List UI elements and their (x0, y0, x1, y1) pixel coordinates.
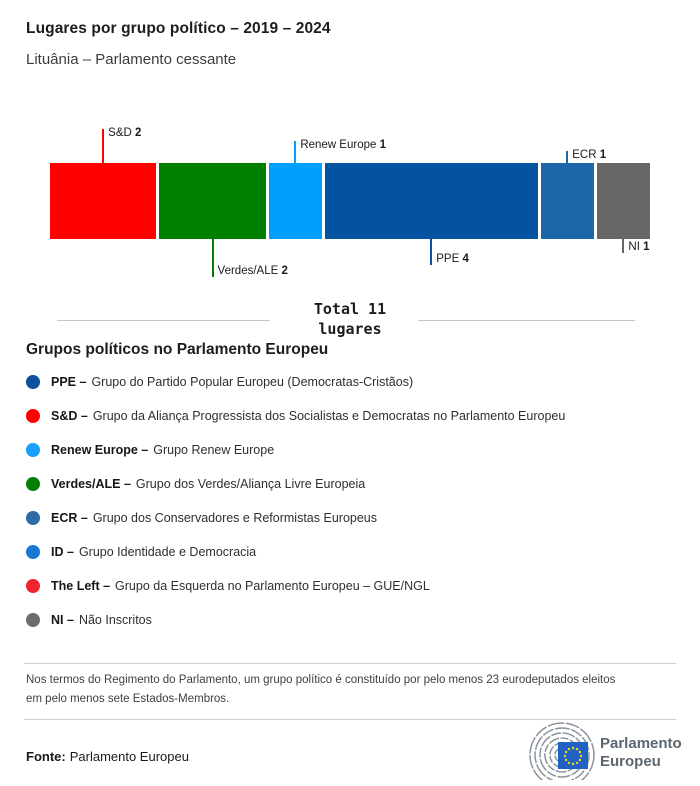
segment-label-value: 1 (379, 139, 386, 151)
segment-label-name: S&D (108, 127, 136, 139)
legend-item-text: The Left – Grupo da Esquerda no Parlament… (51, 578, 430, 594)
segment-label-NI: NI 1 (628, 240, 649, 254)
legend-color-dot-ppe (26, 375, 40, 389)
total-label-line2: lugares (318, 320, 382, 338)
footer-divider-bottom (24, 719, 676, 720)
total-label: Total 11 lugares (250, 299, 450, 339)
segment-label-value: 4 (462, 253, 469, 265)
segment-label-Renew Europe: Renew Europe 1 (300, 138, 386, 152)
legend-color-dot-sd (26, 409, 40, 423)
legend-color-dot-id (26, 545, 40, 559)
legend-color-dot-verdes (26, 477, 40, 491)
legend-item-text: S&D – Grupo da Aliança Progressista dos S… (51, 408, 565, 424)
segment-label-value: 1 (599, 149, 607, 161)
total-divider-left (57, 320, 270, 321)
legend-item-desc: Grupo do Partido Popular Europeu (Democr… (91, 375, 414, 389)
legend-item-text: PPE – Grupo do Partido Popular Europeu (D… (51, 374, 413, 390)
legend-row-ni: NI – Não Inscritos (26, 603, 676, 637)
legend-row-sd: S&D – Grupo da Aliança Progressista dos S… (26, 399, 676, 433)
footer-divider-top (24, 663, 676, 664)
legend-row-ecr: ECR – Grupo dos Conservadores e Reformist… (26, 501, 676, 535)
legend-item-text: Renew Europe – Grupo Renew Europe (51, 442, 274, 458)
bar-segment-NI[interactable] (596, 163, 650, 239)
legend: PPE – Grupo do Partido Popular Europeu (D… (26, 365, 676, 637)
legend-color-dot-renew (26, 443, 40, 457)
ep-logo[interactable]: Parlamento Europeu (522, 722, 682, 780)
callout-tick-Renew Europe (294, 141, 297, 163)
legend-item-text: NI – Não Inscritos (51, 612, 152, 628)
footnote: Nos termos do Regimento do Parlamento, u… (26, 671, 615, 709)
segment-label-name: Verdes/ALE (217, 265, 282, 277)
legend-item-abbr: Verdes/ALE – (51, 477, 131, 491)
segment-label-S&D: S&D 2 (108, 126, 141, 140)
source-line: Fonte: Parlamento Europeu (26, 749, 189, 764)
page-subtitle: Lituânia – Parlamento cessante (26, 51, 237, 68)
callout-tick-PPE (430, 239, 433, 265)
bar-segment-S&D[interactable] (50, 163, 157, 239)
legend-color-dot-theleft (26, 579, 40, 593)
legend-item-desc: Grupo Renew Europe (153, 443, 275, 457)
total-divider-right (418, 320, 635, 321)
segment-label-name: ECR (572, 149, 600, 161)
page-title: Lugares por grupo político – 2019 – 2024 (26, 20, 331, 37)
legend-item-abbr: PPE – (51, 375, 87, 389)
legend-item-desc: Grupo dos Verdes/Aliança Livre Europeia (135, 477, 366, 491)
legend-row-renew: Renew Europe – Grupo Renew Europe (26, 433, 676, 467)
segment-label-name: NI (628, 241, 644, 253)
segment-label-ECR: ECR 1 (572, 148, 606, 162)
total-label-line1: Total 11 (313, 300, 387, 318)
legend-color-dot-ni (26, 613, 40, 627)
footnote-line-1: Nos termos do Regimento do Parlamento, u… (26, 674, 616, 686)
source-value: Parlamento Europeu (69, 749, 189, 764)
callout-tick-Verdes/ALE (211, 239, 214, 277)
ep-logo-text-line2: Europeu (600, 753, 661, 770)
legend-row-verdes: Verdes/ALE – Grupo dos Verdes/Aliança Liv… (26, 467, 676, 501)
segment-label-name: PPE (436, 253, 463, 265)
legend-item-abbr: ID – (51, 545, 74, 559)
legend-item-abbr: S&D – (51, 409, 88, 423)
legend-item-text: ECR – Grupo dos Conservadores e Reformist… (51, 510, 377, 526)
segment-label-PPE: PPE 4 (436, 252, 469, 266)
legend-heading: Grupos políticos no Parlamento Europeu (26, 341, 329, 358)
legend-item-desc: Grupo da Aliança Progressista dos Social… (92, 409, 566, 423)
bar-segment-Verdes/ALE[interactable] (159, 163, 266, 239)
footnote-line-2: em pelo menos sete Estados-Membros. (26, 693, 230, 705)
segment-label-value: 1 (643, 241, 650, 253)
legend-item-abbr: ECR – (51, 511, 88, 525)
legend-item-desc: Grupo dos Conservadores e Reformistas Eu… (92, 511, 377, 525)
segment-label-value: 2 (135, 127, 142, 139)
segment-label-Verdes/ALE: Verdes/ALE 2 (218, 264, 288, 278)
stacked-bar (50, 163, 650, 239)
source-label: Fonte: (26, 749, 66, 764)
segment-label-name: Renew Europe (300, 139, 380, 151)
legend-row-ppe: PPE – Grupo do Partido Popular Europeu (D… (26, 365, 676, 399)
bar-segment-Renew Europe[interactable] (268, 163, 322, 239)
legend-item-desc: Não Inscritos (78, 613, 152, 627)
legend-item-desc: Grupo da Esquerda no Parlamento Europeu … (115, 579, 430, 593)
legend-color-dot-ecr (26, 511, 40, 525)
legend-item-text: Verdes/ALE – Grupo dos Verdes/Aliança Liv… (51, 476, 365, 492)
callout-tick-S&D (102, 129, 105, 163)
callout-tick-ECR (566, 151, 569, 163)
legend-item-text: ID – Grupo Identidade e Democracia (51, 544, 256, 560)
legend-row-id: ID – Grupo Identidade e Democracia (26, 535, 676, 569)
chart-area: S&D 2 Verdes/ALE 2 Renew Europe 1 PPE 4 ECR … (0, 0, 700, 300)
segment-label-value: 2 (281, 265, 288, 277)
ep-logo-text-line1: Parlamento (600, 735, 682, 752)
bar-segment-ECR[interactable] (540, 163, 594, 239)
legend-row-theleft: The Left – Grupo da Esquerda no Parlament… (26, 569, 676, 603)
legend-item-abbr: The Left – (51, 579, 111, 593)
callout-tick-NI (622, 239, 625, 253)
legend-item-abbr: Renew Europe – (51, 443, 149, 457)
bar-segment-PPE[interactable] (324, 163, 538, 239)
ep-logo-text: Parlamento Europeu (600, 722, 682, 771)
ep-hemicycle-flag-icon (529, 722, 595, 780)
legend-item-abbr: NI – (51, 613, 74, 627)
legend-item-desc: Grupo Identidade e Democracia (78, 545, 257, 559)
